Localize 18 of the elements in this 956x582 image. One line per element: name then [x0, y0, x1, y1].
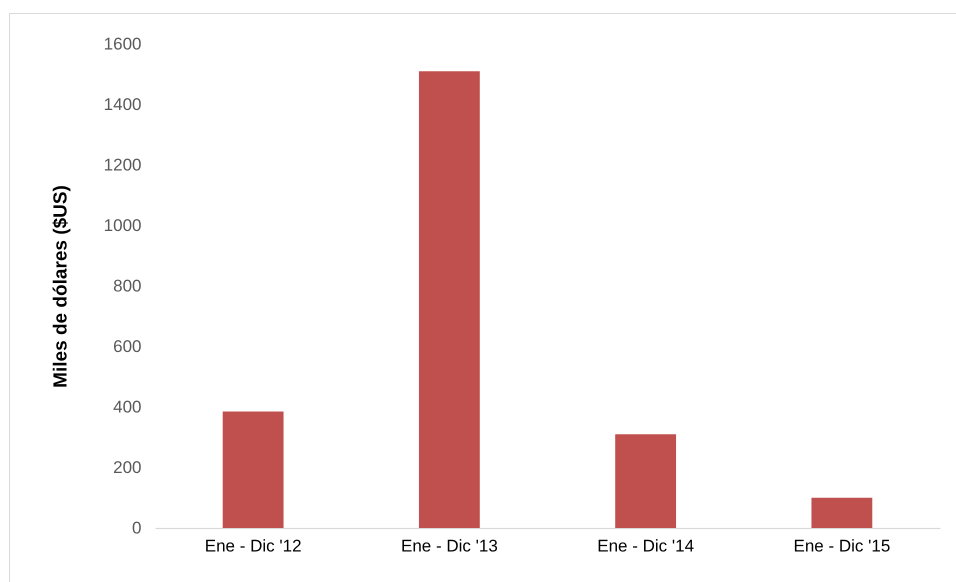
y-tick-label: 0	[132, 518, 142, 538]
y-tick-label: 1000	[104, 216, 142, 235]
y-tick-label: 1400	[104, 95, 142, 114]
bar	[615, 434, 676, 528]
bar	[222, 412, 284, 528]
x-tick-label: Ene - Dic '13	[400, 536, 498, 556]
y-axis-title: Miles de dólares ($US)	[50, 185, 72, 388]
y-tick-label: 400	[113, 398, 142, 416]
y-tick-label: 1600	[104, 34, 142, 54]
y-tick-label: 1200	[104, 156, 142, 174]
bar	[418, 71, 480, 528]
y-tick-label: 200	[113, 458, 142, 477]
y-tick-label: 600	[113, 337, 142, 356]
x-tick-label: Ene - Dic '15	[793, 536, 890, 556]
bar	[811, 498, 872, 528]
x-tick-label: Ene - Dic '12	[204, 536, 302, 556]
y-tick-label: 800	[113, 276, 142, 296]
x-tick-label: Ene - Dic '14	[597, 536, 694, 556]
